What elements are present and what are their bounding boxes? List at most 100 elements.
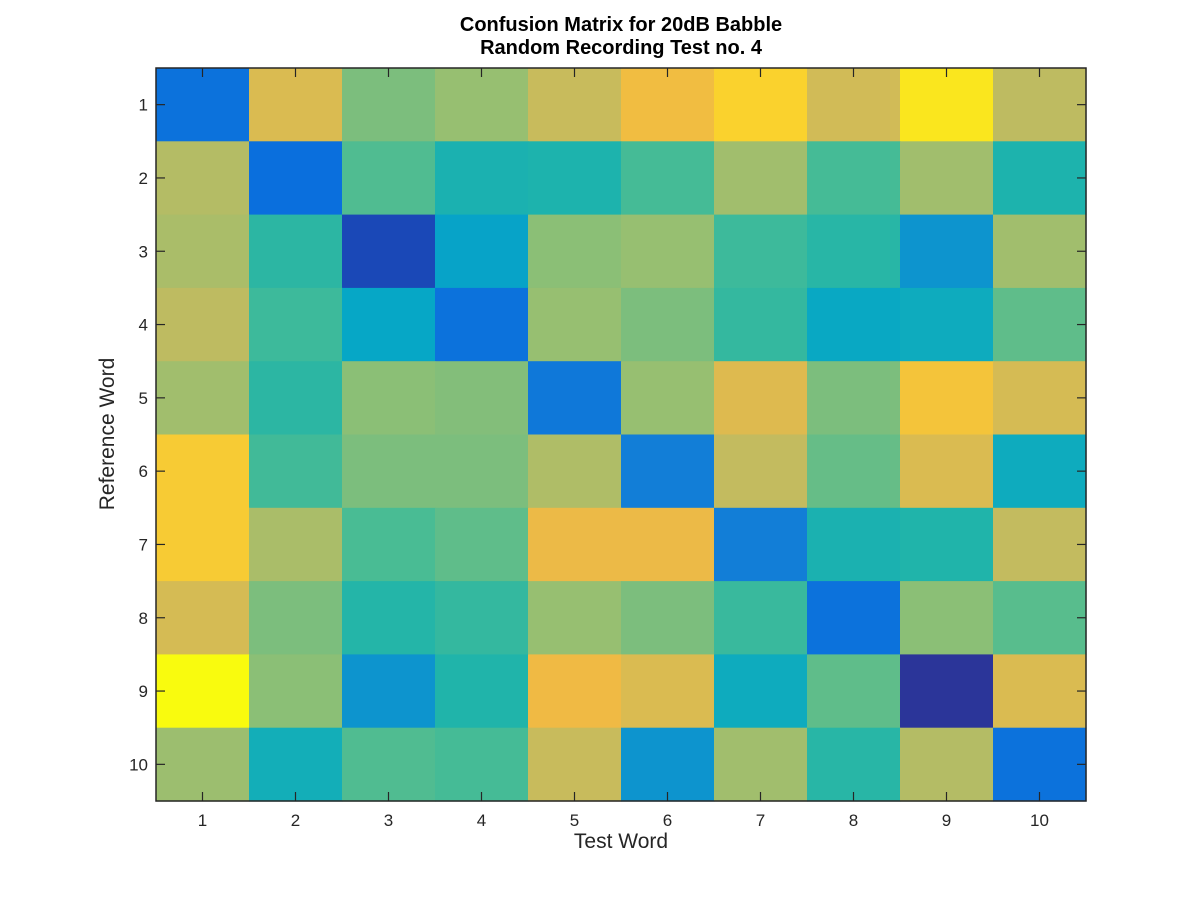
heatmap-cell-r2-c4 bbox=[435, 141, 529, 216]
heatmap-cell-r2-c8 bbox=[807, 141, 901, 216]
heatmap-cell-r7-c2 bbox=[249, 507, 343, 582]
heatmap-cell-r2-c10 bbox=[993, 141, 1087, 216]
heatmap-cell-r6-c2 bbox=[249, 434, 343, 509]
heatmap-cell-r1-c1 bbox=[156, 68, 250, 142]
heatmap-cell-r4-c1 bbox=[156, 287, 250, 362]
heatmap-cell-r9-c2 bbox=[249, 654, 343, 729]
heatmap-cells bbox=[156, 68, 1087, 802]
heatmap-cell-r2-c6 bbox=[621, 141, 715, 216]
heatmap-cell-r10-c6 bbox=[621, 727, 715, 802]
heatmap-cell-r2-c1 bbox=[156, 141, 250, 216]
y-tick-label: 3 bbox=[139, 242, 148, 261]
heatmap-cell-r6-c10 bbox=[993, 434, 1087, 509]
heatmap-cell-r8-c8 bbox=[807, 581, 901, 655]
heatmap-cell-r3-c10 bbox=[993, 214, 1087, 289]
x-tick-label: 6 bbox=[663, 811, 672, 830]
y-tick-label: 4 bbox=[139, 316, 148, 335]
y-tick-label: 9 bbox=[139, 682, 148, 701]
y-tick-label: 6 bbox=[139, 462, 148, 481]
heatmap-cell-r1-c3 bbox=[342, 68, 436, 142]
heatmap-cell-r10-c10 bbox=[993, 727, 1087, 802]
heatmap-cell-r3-c5 bbox=[528, 214, 622, 289]
heatmap-cell-r8-c4 bbox=[435, 581, 529, 655]
heatmap-cell-r2-c7 bbox=[714, 141, 808, 216]
heatmap-cell-r10-c4 bbox=[435, 727, 529, 802]
y-tick-label: 2 bbox=[139, 169, 148, 188]
heatmap-cell-r5-c1 bbox=[156, 361, 250, 436]
heatmap-cell-r4-c3 bbox=[342, 287, 436, 362]
y-tick-label: 1 bbox=[139, 96, 148, 115]
heatmap-cell-r2-c9 bbox=[900, 141, 994, 216]
heatmap-cell-r8-c3 bbox=[342, 581, 436, 655]
heatmap-cell-r9-c3 bbox=[342, 654, 436, 729]
heatmap-cell-r1-c4 bbox=[435, 68, 529, 142]
heatmap-cell-r10-c3 bbox=[342, 727, 436, 802]
x-tick-label: 8 bbox=[849, 811, 858, 830]
chart-title-line-2: Random Recording Test no. 4 bbox=[480, 37, 763, 59]
heatmap-cell-r5-c5 bbox=[528, 361, 622, 436]
heatmap-cell-r9-c4 bbox=[435, 654, 529, 729]
x-axis-label: Test Word bbox=[574, 830, 668, 853]
y-axis-label: Reference Word bbox=[96, 358, 119, 511]
heatmap-cell-r6-c4 bbox=[435, 434, 529, 509]
heatmap-cell-r8-c1 bbox=[156, 581, 250, 655]
heatmap-cell-r1-c8 bbox=[807, 68, 901, 142]
heatmap-cell-r6-c8 bbox=[807, 434, 901, 509]
heatmap-cell-r7-c1 bbox=[156, 507, 250, 582]
x-tick-label: 2 bbox=[291, 811, 300, 830]
heatmap-cell-r9-c5 bbox=[528, 654, 622, 729]
x-tick-label: 3 bbox=[384, 811, 393, 830]
heatmap-cell-r10-c7 bbox=[714, 727, 808, 802]
heatmap-cell-r5-c7 bbox=[714, 361, 808, 436]
y-tick-label: 10 bbox=[129, 755, 148, 774]
heatmap-cell-r9-c1 bbox=[156, 654, 250, 729]
heatmap-cell-r7-c6 bbox=[621, 507, 715, 582]
heatmap-cell-r1-c6 bbox=[621, 68, 715, 142]
heatmap-cell-r7-c3 bbox=[342, 507, 436, 582]
x-tick-label: 4 bbox=[477, 811, 486, 830]
heatmap-cell-r7-c9 bbox=[900, 507, 994, 582]
heatmap-cell-r8-c2 bbox=[249, 581, 343, 655]
y-tick-label: 5 bbox=[139, 389, 148, 408]
heatmap-cell-r6-c5 bbox=[528, 434, 622, 509]
heatmap-cell-r8-c9 bbox=[900, 581, 994, 655]
heatmap-cell-r1-c10 bbox=[993, 68, 1087, 142]
heatmap-cell-r5-c10 bbox=[993, 361, 1087, 436]
heatmap-cell-r5-c9 bbox=[900, 361, 994, 436]
heatmap-cell-r4-c6 bbox=[621, 287, 715, 362]
heatmap-cell-r6-c1 bbox=[156, 434, 250, 509]
heatmap-cell-r9-c9 bbox=[900, 654, 994, 729]
heatmap-cell-r3-c7 bbox=[714, 214, 808, 289]
heatmap-cell-r2-c5 bbox=[528, 141, 622, 216]
heatmap-cell-r1-c5 bbox=[528, 68, 622, 142]
heatmap-cell-r7-c10 bbox=[993, 507, 1087, 582]
heatmap-cell-r4-c9 bbox=[900, 287, 994, 362]
heatmap-cell-r8-c6 bbox=[621, 581, 715, 655]
heatmap-cell-r4-c8 bbox=[807, 287, 901, 362]
heatmap-cell-r7-c8 bbox=[807, 507, 901, 582]
heatmap-cell-r10-c1 bbox=[156, 727, 250, 802]
x-tick-label: 1 bbox=[198, 811, 207, 830]
heatmap-cell-r7-c5 bbox=[528, 507, 622, 582]
heatmap-cell-r10-c9 bbox=[900, 727, 994, 802]
heatmap-cell-r1-c2 bbox=[249, 68, 343, 142]
heatmap-cell-r5-c3 bbox=[342, 361, 436, 436]
heatmap-cell-r6-c9 bbox=[900, 434, 994, 509]
heatmap-cell-r3-c9 bbox=[900, 214, 994, 289]
heatmap-cell-r2-c2 bbox=[249, 141, 343, 216]
heatmap-cell-r8-c7 bbox=[714, 581, 808, 655]
heatmap-cell-r4-c5 bbox=[528, 287, 622, 362]
y-tick-label: 7 bbox=[139, 535, 148, 554]
heatmap-cell-r1-c7 bbox=[714, 68, 808, 142]
heatmap-cell-r2-c3 bbox=[342, 141, 436, 216]
y-tick-labels: 1 2 3 4 5 6 7 8 9 10 bbox=[129, 96, 148, 775]
x-tick-label: 7 bbox=[756, 811, 765, 830]
heatmap-cell-r4-c10 bbox=[993, 287, 1087, 362]
heatmap-cell-r3-c8 bbox=[807, 214, 901, 289]
heatmap-cell-r3-c3 bbox=[342, 214, 436, 289]
chart-title-line-1: Confusion Matrix for 20dB Babble bbox=[460, 14, 782, 36]
heatmap-cell-r9-c8 bbox=[807, 654, 901, 729]
heatmap-cell-r8-c5 bbox=[528, 581, 622, 655]
heatmap-cell-r3-c4 bbox=[435, 214, 529, 289]
